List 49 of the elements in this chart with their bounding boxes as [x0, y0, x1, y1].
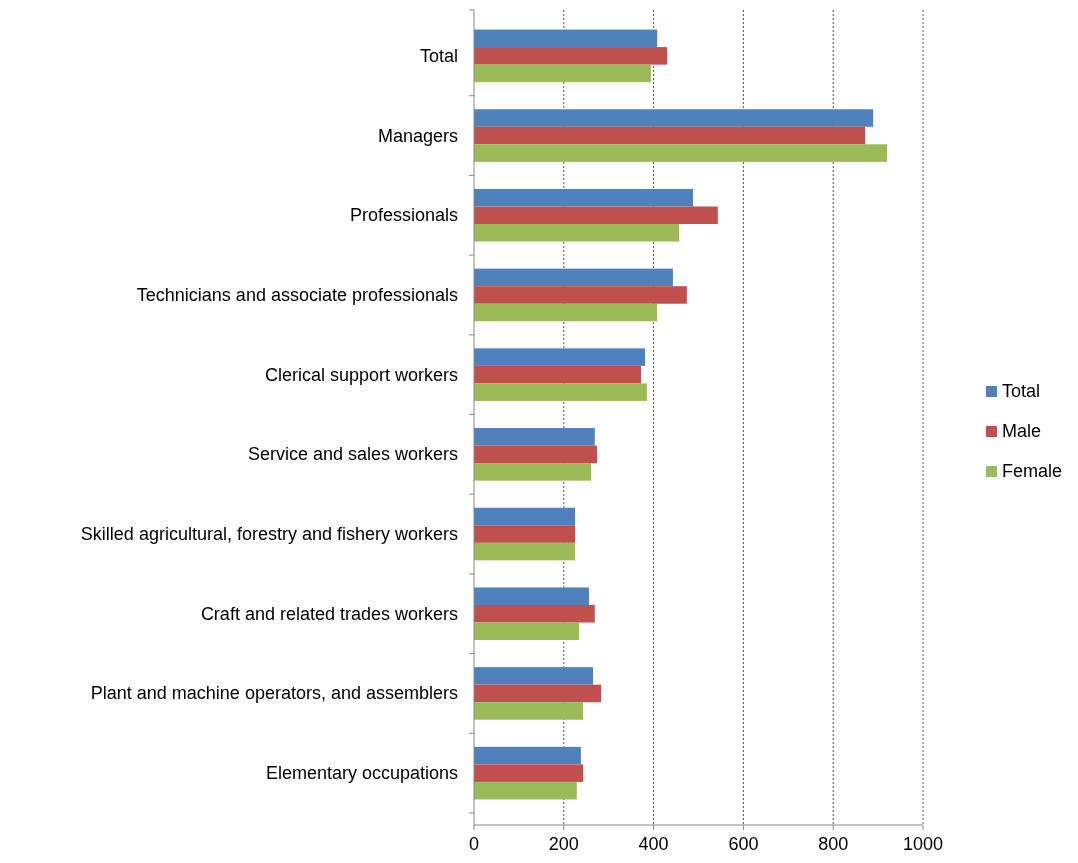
- y-tick-label: Clerical support workers: [264, 364, 458, 385]
- y-tick-label: Managers: [377, 125, 458, 146]
- bar: [474, 109, 874, 127]
- y-tick-label: Professionals: [349, 205, 458, 226]
- x-tick-label: 800: [818, 834, 849, 854]
- bar: [474, 667, 593, 685]
- y-tick-label: Technicians and associate professionals: [136, 284, 458, 305]
- y-tick-label: Service and sales workers: [247, 444, 458, 465]
- y-tick-label: Craft and related trades workers: [200, 603, 458, 624]
- bar: [474, 622, 580, 641]
- bar: [474, 303, 658, 322]
- y-tick-label: Skilled agricultural, forestry and fishery workers: [80, 524, 458, 545]
- bar: [474, 746, 581, 765]
- bar: [474, 684, 602, 703]
- bar: [474, 286, 687, 304]
- bar: [474, 587, 589, 605]
- bar: [474, 445, 598, 464]
- bar: [474, 188, 694, 207]
- legend-label: Female: [1002, 461, 1063, 481]
- bar: [474, 206, 718, 225]
- bar: [474, 604, 595, 623]
- x-tick-label: 200: [548, 834, 579, 854]
- y-tick-label: Total: [419, 45, 458, 66]
- bar: [474, 507, 576, 526]
- x-tick-label: 400: [638, 834, 669, 854]
- y-tick-label: Plant and machine operators, and assemblers: [90, 683, 458, 704]
- bar: [474, 702, 584, 720]
- bar: [474, 542, 576, 561]
- bar: [474, 525, 576, 543]
- bar: [474, 144, 888, 162]
- bar: [474, 126, 866, 145]
- bar: [474, 29, 658, 48]
- bar: [474, 463, 592, 481]
- bar: [474, 348, 646, 366]
- bar: [474, 764, 584, 782]
- y-tick-label: Elementary occupations: [265, 763, 458, 784]
- x-tick-label: 1000: [902, 834, 944, 854]
- bar: [474, 781, 577, 800]
- bar: [474, 47, 668, 65]
- legend-label: Male: [1002, 421, 1042, 441]
- bar: [474, 268, 673, 287]
- bar: [474, 383, 647, 401]
- bar: [474, 428, 595, 446]
- bar: [474, 365, 642, 384]
- x-tick-label: 0: [468, 834, 480, 854]
- bar: [474, 224, 680, 242]
- bar: [474, 64, 651, 83]
- legend-label: Total: [1002, 381, 1041, 401]
- x-tick-label: 600: [728, 834, 759, 854]
